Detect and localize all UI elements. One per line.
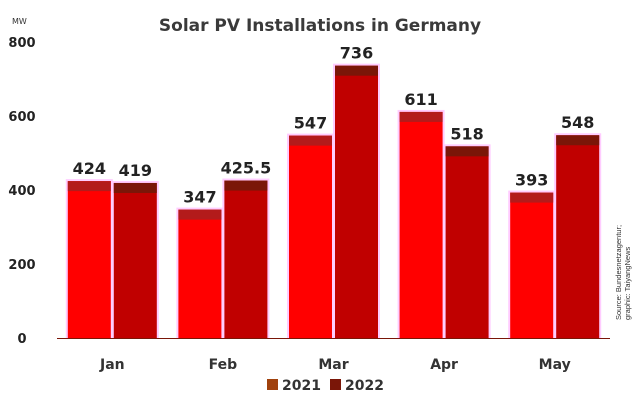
x-tick-label: Jan (99, 357, 125, 373)
bar-cap (556, 135, 600, 146)
data-label-2021-jan: 424 (73, 159, 106, 178)
data-label-2021-may: 393 (515, 171, 548, 190)
source-line-1: Source: Bundesnetzagentur; (614, 225, 623, 320)
data-labels: 424 419 347 425.5 547 736 611 518 393 548 (73, 44, 595, 207)
x-tick-label: May (539, 357, 571, 373)
data-label-2021-mar: 547 (294, 114, 327, 133)
bars (57, 63, 610, 339)
legend-swatch-2021 (267, 379, 278, 390)
y-tick-label: 200 (8, 258, 35, 273)
bar-cap (224, 180, 268, 191)
legend-label-2022: 2022 (345, 378, 384, 394)
data-label-2022-may: 548 (561, 113, 594, 132)
bar-2022-may (556, 135, 600, 338)
bar-2022-feb (224, 180, 268, 338)
data-label-2022-apr: 518 (450, 124, 483, 143)
legend-label-2021: 2021 (282, 378, 321, 394)
bar-cap (510, 192, 554, 203)
y-tick-label: 600 (8, 110, 35, 125)
legend-swatch-2022 (330, 379, 341, 390)
data-label-2022-mar: 736 (340, 44, 373, 63)
bar-cap (289, 135, 332, 146)
bar-2021-feb (178, 209, 222, 338)
bar-cap (178, 209, 222, 220)
y-tick-label: 800 (8, 36, 35, 51)
bar-cap (67, 181, 111, 192)
bar-2022-jan (113, 182, 157, 338)
source-line-2: graphic: TaiyangNews (623, 247, 632, 320)
bar-cap (113, 182, 157, 193)
data-label-2021-feb: 347 (183, 188, 216, 207)
data-label-2022-jan: 419 (119, 161, 152, 180)
bar-cap (445, 146, 489, 157)
source-note: Source: Bundesnetzagentur; graphic: Taiy… (614, 225, 632, 320)
x-tick-label: Apr (430, 357, 458, 373)
y-tick-label: 0 (17, 332, 26, 347)
bar-cap (335, 65, 378, 76)
legend: 2021 2022 (267, 378, 384, 394)
bar-2021-apr (399, 111, 443, 339)
bar-2021-jan (67, 181, 111, 338)
y-axis-unit: MW (12, 17, 27, 26)
chart-title: Solar PV Installations in Germany (159, 16, 481, 36)
x-tick-label: Feb (209, 357, 238, 373)
bar-2021-may (510, 192, 554, 338)
x-tick-label: Mar (318, 357, 348, 373)
data-label-2022-feb: 425.5 (221, 159, 272, 178)
data-label-2021-apr: 611 (404, 90, 437, 109)
x-axis-ticks: Jan Feb Mar Apr May (99, 357, 571, 373)
bar-cap (399, 111, 443, 122)
bar-2021-mar (289, 135, 332, 338)
bar-2022-apr (445, 146, 489, 338)
bar-2022-mar (335, 65, 378, 339)
y-axis-ticks: 0 200 400 600 800 (8, 36, 35, 347)
y-tick-label: 400 (8, 184, 35, 199)
